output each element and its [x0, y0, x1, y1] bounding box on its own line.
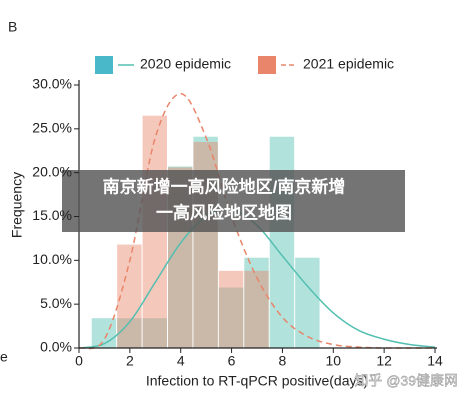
y-tick-label: 30.0%	[32, 76, 72, 92]
bar	[244, 270, 269, 348]
y-tick-label: 25.0%	[32, 120, 72, 136]
bar	[142, 318, 167, 348]
legend-swatch	[258, 56, 276, 74]
overlay-banner: 南京新增一高风险地区/南京新增 一高风险地区地图	[62, 170, 405, 232]
x-tick-label: 8	[279, 353, 287, 369]
x-axis-label: Infection to RT-qPCR positive(days)	[146, 373, 368, 389]
x-tick-label: 0	[75, 353, 83, 369]
legend-swatch	[95, 56, 113, 74]
panel-label: B	[8, 19, 17, 35]
legend-label: 2021 epidemic	[303, 56, 394, 72]
y-tick-label: 20.0%	[32, 163, 72, 179]
x-tick-label: 14	[427, 353, 443, 369]
x-tick-label: 12	[376, 353, 392, 369]
bar	[269, 136, 295, 348]
x-tick-label: 4	[177, 353, 185, 369]
bar	[244, 257, 269, 348]
x-tick-label: 10	[325, 353, 341, 369]
bar	[295, 257, 320, 348]
y-tick-label: 0.0%	[40, 339, 72, 355]
bar	[218, 287, 244, 348]
y-tick-label: 5.0%	[40, 295, 72, 311]
y-tick-label: 10.0%	[32, 251, 72, 267]
x-tick-label: 2	[126, 353, 134, 369]
y-tick-label: 15.0%	[32, 207, 72, 223]
edge-fragment: e	[0, 349, 8, 365]
watermark: 知乎 @39健康网	[354, 373, 458, 389]
banner-line: 南京新增一高风险地区/南京新增	[103, 176, 346, 196]
banner-background	[62, 170, 405, 232]
x-tick-label: 6	[228, 353, 236, 369]
banner-line: 一高风险地区地图	[156, 202, 292, 222]
legend-label: 2020 epidemic	[140, 56, 231, 72]
bar	[218, 270, 244, 348]
y-axis-label: Frequency	[9, 172, 25, 238]
